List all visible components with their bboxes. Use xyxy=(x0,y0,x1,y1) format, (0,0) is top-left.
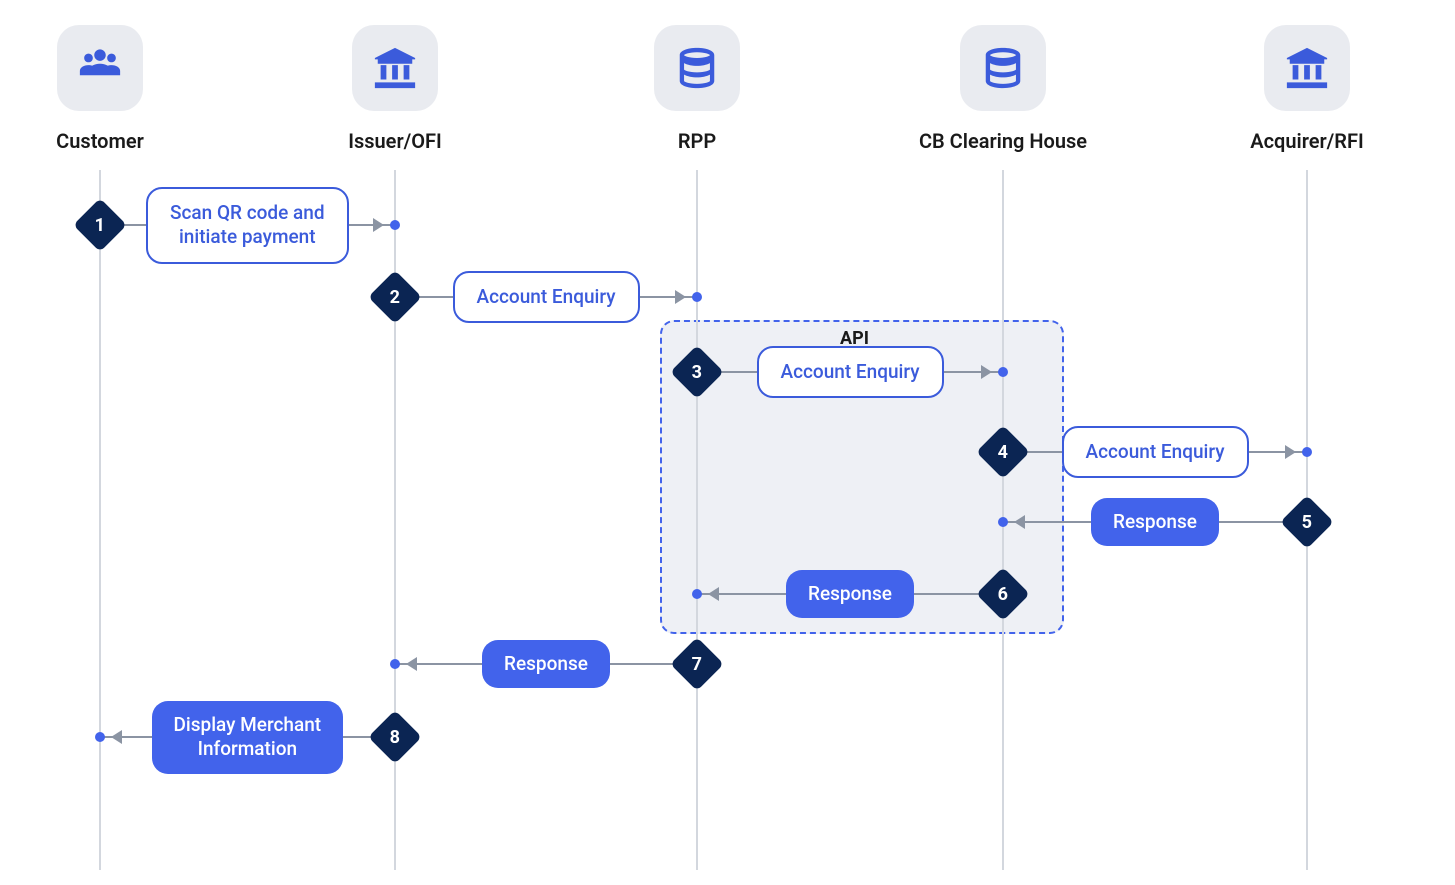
arrow-step-8 xyxy=(111,730,122,744)
lifeline-rpp xyxy=(696,170,698,870)
actor-label-acquirer: Acquirer/RFI xyxy=(1207,129,1407,153)
arrow-step-5 xyxy=(1014,515,1025,529)
people-icon xyxy=(57,25,143,111)
actor-header-rpp: RPP xyxy=(597,25,797,153)
endpoint-dot-step-8 xyxy=(95,732,105,742)
arrow-step-2 xyxy=(675,290,686,304)
actor-header-issuer: Issuer/OFI xyxy=(295,25,495,153)
message-step-3: Account Enquiry xyxy=(757,346,944,399)
db-icon xyxy=(654,25,740,111)
endpoint-dot-step-7 xyxy=(390,659,400,669)
endpoint-dot-step-2 xyxy=(692,292,702,302)
message-step-2: Account Enquiry xyxy=(453,271,640,324)
arrow-step-4 xyxy=(1285,445,1296,459)
arrow-step-1 xyxy=(373,218,384,232)
actor-label-issuer: Issuer/OFI xyxy=(295,129,495,153)
endpoint-dot-step-3 xyxy=(998,367,1008,377)
endpoint-dot-step-1 xyxy=(390,220,400,230)
actor-label-rpp: RPP xyxy=(597,129,797,153)
message-step-5: Response xyxy=(1091,498,1219,547)
message-step-1: Scan QR code and initiate payment xyxy=(146,187,349,264)
endpoint-dot-step-4 xyxy=(1302,447,1312,457)
step-badge-7: 7 xyxy=(670,637,724,691)
arrow-step-3 xyxy=(981,365,992,379)
step-badge-8: 8 xyxy=(368,710,422,764)
sequence-diagram: APICustomerIssuer/OFIRPPCB Clearing Hous… xyxy=(0,0,1455,885)
actor-header-acquirer: Acquirer/RFI xyxy=(1207,25,1407,153)
step-badge-5: 5 xyxy=(1280,495,1334,549)
endpoint-dot-step-6 xyxy=(692,589,702,599)
actor-label-customer: Customer xyxy=(0,129,200,153)
message-step-4: Account Enquiry xyxy=(1062,426,1249,479)
message-step-8: Display Merchant Information xyxy=(152,701,344,774)
actor-label-cb: CB Clearing House xyxy=(903,129,1103,153)
step-badge-2: 2 xyxy=(368,270,422,324)
message-step-7: Response xyxy=(482,640,610,689)
endpoint-dot-step-5 xyxy=(998,517,1008,527)
message-step-6: Response xyxy=(786,570,914,619)
actor-header-cb: CB Clearing House xyxy=(903,25,1103,153)
db-icon xyxy=(960,25,1046,111)
bank-icon xyxy=(352,25,438,111)
arrow-step-6 xyxy=(708,587,719,601)
lifeline-customer xyxy=(99,170,101,870)
step-badge-1: 1 xyxy=(73,198,127,252)
arrow-step-7 xyxy=(406,657,417,671)
actor-header-customer: Customer xyxy=(0,25,200,153)
bank-icon xyxy=(1264,25,1350,111)
